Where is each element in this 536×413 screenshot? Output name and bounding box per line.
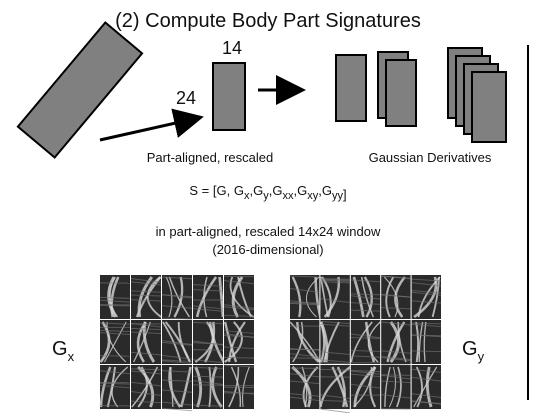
term-base: G xyxy=(272,183,282,198)
figure: (2) Compute Body Part Signatures 14 24 P… xyxy=(0,0,536,413)
caption-left: Part-aligned, rescaled xyxy=(147,150,273,165)
term-base: G xyxy=(253,183,263,198)
patch-texture xyxy=(100,305,130,306)
patch-texture xyxy=(381,375,410,376)
patch-texture xyxy=(224,357,254,358)
formula-suffix: ] xyxy=(343,187,347,202)
patch-texture xyxy=(320,409,349,413)
gy-sub: y xyxy=(478,349,485,364)
gx-label: Gx xyxy=(52,338,75,364)
gx-patches xyxy=(100,275,254,411)
title: (2) Compute Body Part Signatures xyxy=(115,10,421,32)
caption-right: Gaussian Derivatives xyxy=(369,150,492,165)
term-base: G xyxy=(234,183,244,198)
window-note: in part-aligned, rescaled 14x24 window xyxy=(156,224,381,239)
gy-patches xyxy=(290,275,441,413)
derivative-map xyxy=(472,72,506,142)
formula: S = [G, Gx,Gy,Gxx,Gxy,Gyy] xyxy=(189,183,346,202)
gx-sub: x xyxy=(68,349,75,364)
patch-texture xyxy=(320,279,349,280)
width-label: 14 xyxy=(222,38,242,58)
term-sub: yy xyxy=(332,190,344,202)
gx-base: G xyxy=(52,338,68,360)
height-label: 24 xyxy=(176,88,196,108)
window-note: (2016-dimensional) xyxy=(212,242,323,257)
rescaled-part xyxy=(213,63,245,130)
arrow xyxy=(100,118,198,140)
term-sub: xy xyxy=(307,190,319,202)
patch-texture xyxy=(224,276,254,277)
page: {"title": "(2) Compute Body Part Signatu… xyxy=(0,0,536,413)
patch-texture xyxy=(412,323,441,324)
term-base: G xyxy=(322,183,332,198)
patch-texture xyxy=(412,351,441,352)
formula-prefix: S = [G, xyxy=(189,183,230,198)
derivative-map xyxy=(386,60,416,126)
patch-texture xyxy=(100,356,130,357)
gy-base: G xyxy=(462,338,478,360)
gy-label: Gy xyxy=(462,338,485,364)
derivative-map xyxy=(336,55,366,121)
tilted-part xyxy=(18,22,142,157)
patch-texture xyxy=(193,350,223,351)
term-sub: xx xyxy=(282,190,294,202)
term-base: G xyxy=(297,183,307,198)
